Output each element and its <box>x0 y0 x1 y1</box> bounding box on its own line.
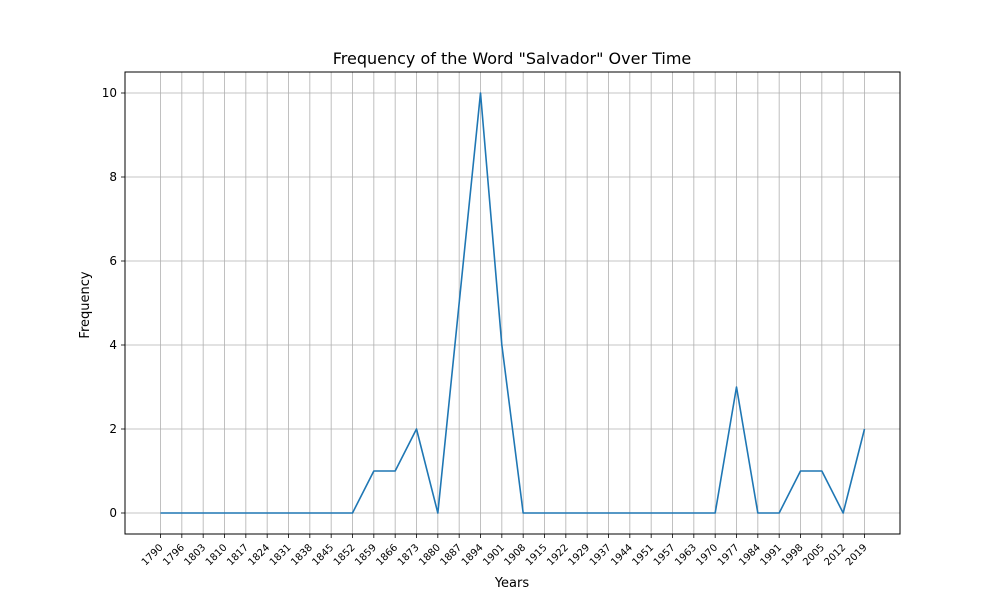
x-tick-label: 1998 <box>780 542 806 568</box>
x-tick-label: 1944 <box>609 542 635 568</box>
x-tick-label: 1951 <box>631 542 657 568</box>
x-tick-label: 2012 <box>823 542 849 568</box>
y-tick-label: 6 <box>109 254 117 268</box>
x-tick-label: 1991 <box>759 542 785 568</box>
plot-frame <box>124 71 901 535</box>
x-tick-label: 1817 <box>225 542 251 568</box>
series-layer <box>160 92 866 514</box>
x-tick-label: 1803 <box>183 542 209 568</box>
x-tick-label: 1984 <box>737 542 763 568</box>
y-axis: 0 2 4 6 8 10 <box>102 86 125 520</box>
x-tick-label: 1866 <box>375 542 401 568</box>
x-tick-label: 1790 <box>140 542 166 568</box>
x-tick-label: 1922 <box>545 542 571 568</box>
x-tick-label: 1831 <box>268 542 294 568</box>
chart-title: Frequency of the Word "Salvador" Over Ti… <box>333 49 692 68</box>
x-tick-label: 1901 <box>481 542 507 568</box>
x-tick-label: 1915 <box>524 542 550 568</box>
x-tick-label: 1887 <box>439 542 465 568</box>
y-tick-label: 2 <box>109 422 117 436</box>
x-tick-label: 1894 <box>460 542 486 568</box>
y-axis-label: Frequency <box>78 271 93 338</box>
x-axis: 1790179618031810181718241831183818451852… <box>140 534 870 568</box>
x-tick-label: 1845 <box>311 542 337 568</box>
y-tick-label: 8 <box>109 170 117 184</box>
x-tick-label: 2005 <box>801 542 827 568</box>
y-tick-label: 4 <box>109 338 117 352</box>
grid <box>125 72 900 534</box>
x-tick-label: 1929 <box>567 542 593 568</box>
x-tick-label: 1824 <box>247 542 273 568</box>
x-tick-label: 1957 <box>652 542 678 568</box>
x-tick-label: 1937 <box>588 542 614 568</box>
x-tick-label: 2019 <box>844 542 870 568</box>
x-tick-label: 1859 <box>353 542 379 568</box>
series-line <box>160 92 866 514</box>
x-tick-label: 1852 <box>332 542 358 568</box>
x-tick-label: 1908 <box>503 542 529 568</box>
x-tick-label: 1810 <box>204 542 230 568</box>
x-tick-label: 1838 <box>289 542 315 568</box>
y-tick-label: 10 <box>102 86 117 100</box>
x-tick-label: 1873 <box>396 542 422 568</box>
x-tick-label: 1880 <box>417 542 443 568</box>
x-tick-label: 1796 <box>161 542 187 568</box>
x-tick-label: 1977 <box>716 542 742 568</box>
y-tick-label: 0 <box>109 506 117 520</box>
x-tick-label: 1970 <box>695 542 721 568</box>
x-axis-label: Years <box>494 576 530 591</box>
x-tick-label: 1963 <box>673 542 699 568</box>
